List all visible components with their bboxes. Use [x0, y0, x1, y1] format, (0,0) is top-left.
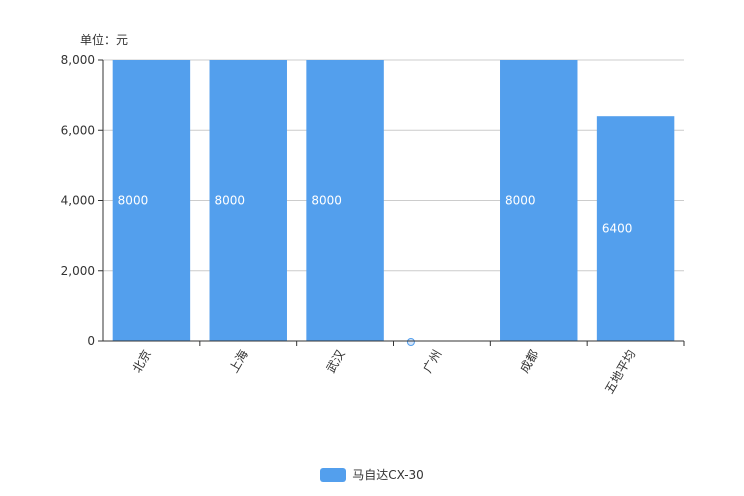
y-tick-label: 6,000	[61, 123, 95, 137]
bar[interactable]	[596, 116, 675, 341]
legend-label: 马自达CX-30	[352, 468, 424, 482]
x-tick-label: 北京	[130, 348, 154, 376]
bar-value-label: 8000	[505, 194, 536, 208]
bar[interactable]	[306, 60, 384, 341]
bar-value-label: 6400	[602, 222, 633, 236]
bar[interactable]	[209, 60, 287, 341]
bar-value-label: 8000	[118, 194, 149, 208]
bar-value-label: 8000	[311, 194, 342, 208]
y-tick-label: 4,000	[61, 194, 95, 208]
zero-value-marker	[406, 338, 415, 346]
legend-swatch	[320, 467, 347, 482]
x-tick-label: 武汉	[324, 348, 348, 376]
bar[interactable]	[112, 60, 191, 341]
y-tick-label: 2,000	[61, 264, 95, 278]
x-tick-label: 上海	[226, 347, 251, 375]
bar-value-label: 8000	[215, 194, 246, 208]
y-tick-label: 8,000	[61, 53, 95, 67]
y-axis-unit-label: 单位：元	[80, 33, 129, 47]
bar[interactable]	[500, 60, 578, 341]
x-tick-label: 五地平均	[602, 348, 638, 397]
legend[interactable]: 马自达CX-30	[0, 466, 744, 483]
x-tick-label: 成都	[517, 348, 541, 376]
x-tick-label: 广州	[420, 348, 444, 376]
y-tick-label: 0	[87, 334, 95, 348]
